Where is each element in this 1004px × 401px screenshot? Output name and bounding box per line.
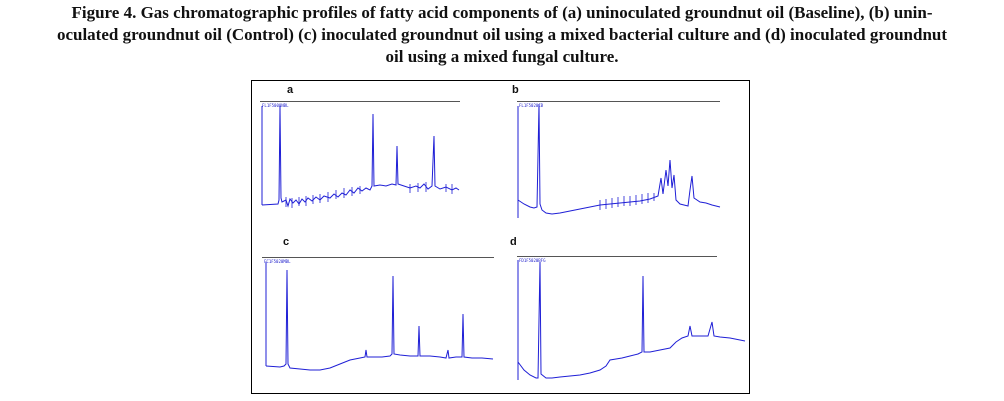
- caption-line-3: oil using a mixed fungal culture.: [385, 47, 619, 66]
- caption-line-2: oculated groundnut oil (Control) (c) ino…: [56, 25, 948, 44]
- panel-b-label: b: [512, 84, 519, 96]
- panel-a-header-rule: [260, 101, 460, 102]
- caption-line-1: Figure 4. Gas chromatographic profiles o…: [71, 3, 933, 22]
- panel-a-label: a: [287, 84, 294, 96]
- panel-c-id: FC1F5020MBL: [264, 259, 291, 264]
- panel-d-label: d: [510, 236, 517, 248]
- panel-a-id: FL1F5000NBL: [262, 103, 289, 108]
- panel-b-id: FL1F5020CB: [519, 103, 544, 108]
- figure-caption: Figure 4. Gas chromatographic profiles o…: [6, 2, 998, 68]
- panel-c-trace: [265, 269, 494, 371]
- panel-b-trace: [517, 103, 721, 215]
- panel-b-noise: [599, 193, 655, 210]
- panel-a-trace: [261, 105, 460, 208]
- panel-c-header-rule: [262, 257, 494, 258]
- panel-d-trace: [517, 261, 746, 379]
- panel-a-noise: [285, 182, 453, 208]
- panel-b-header-rule: [517, 101, 720, 102]
- panel-d-header-rule: [517, 256, 717, 257]
- figure-frame: [251, 80, 750, 394]
- panel-c-label: c: [283, 236, 290, 248]
- panel-d-id: FD1F5020BFG: [519, 258, 546, 263]
